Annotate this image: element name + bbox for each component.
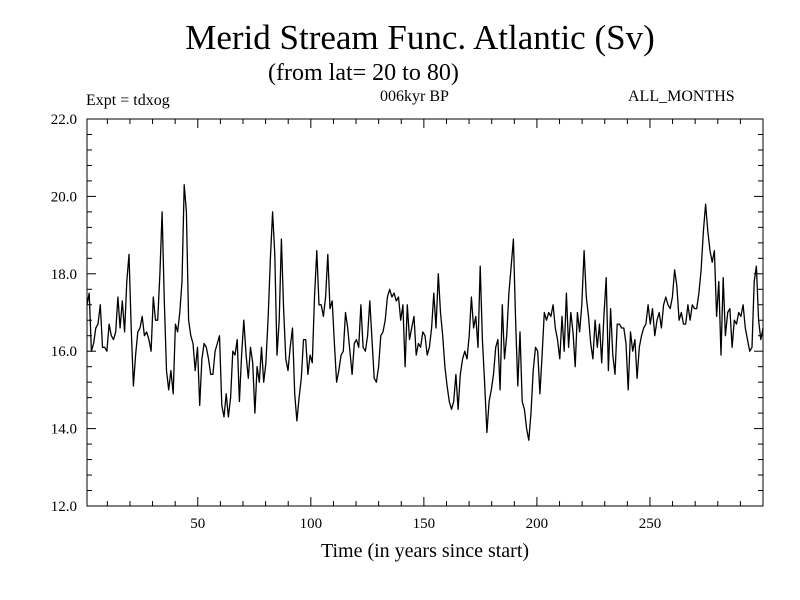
x-axis-label: Time (in years since start) xyxy=(321,540,529,562)
series-line xyxy=(86,184,764,441)
y-tick-label: 14.0 xyxy=(51,422,77,438)
months-label: ALL_MONTHS xyxy=(628,88,735,105)
chart-title: Merid Stream Func. Atlantic (Sv) xyxy=(185,18,655,57)
x-tick-label: 50 xyxy=(190,516,205,532)
experiment-label: Expt = tdxog xyxy=(86,92,170,109)
x-tick-label: 200 xyxy=(526,516,549,532)
y-tick-label: 22.0 xyxy=(51,112,77,128)
period-label: 006kyr BP xyxy=(380,88,449,105)
tick-labels: 50 100 150 200 250 12.0 14.0 16.0 18.0 20.0 22.0 xyxy=(51,112,661,532)
y-tick-label: 12.0 xyxy=(51,499,77,515)
x-tick-label: 100 xyxy=(300,516,323,532)
y-tick-label: 18.0 xyxy=(51,267,77,283)
axis-ticks xyxy=(87,118,764,507)
x-tick-label: 250 xyxy=(639,516,662,532)
plot-frame xyxy=(86,118,764,507)
y-tick-label: 20.0 xyxy=(51,189,77,205)
x-tick-label: 150 xyxy=(413,516,436,532)
chart-subtitle: (from lat= 20 to 80) xyxy=(268,60,459,86)
y-tick-label: 16.0 xyxy=(51,344,77,360)
